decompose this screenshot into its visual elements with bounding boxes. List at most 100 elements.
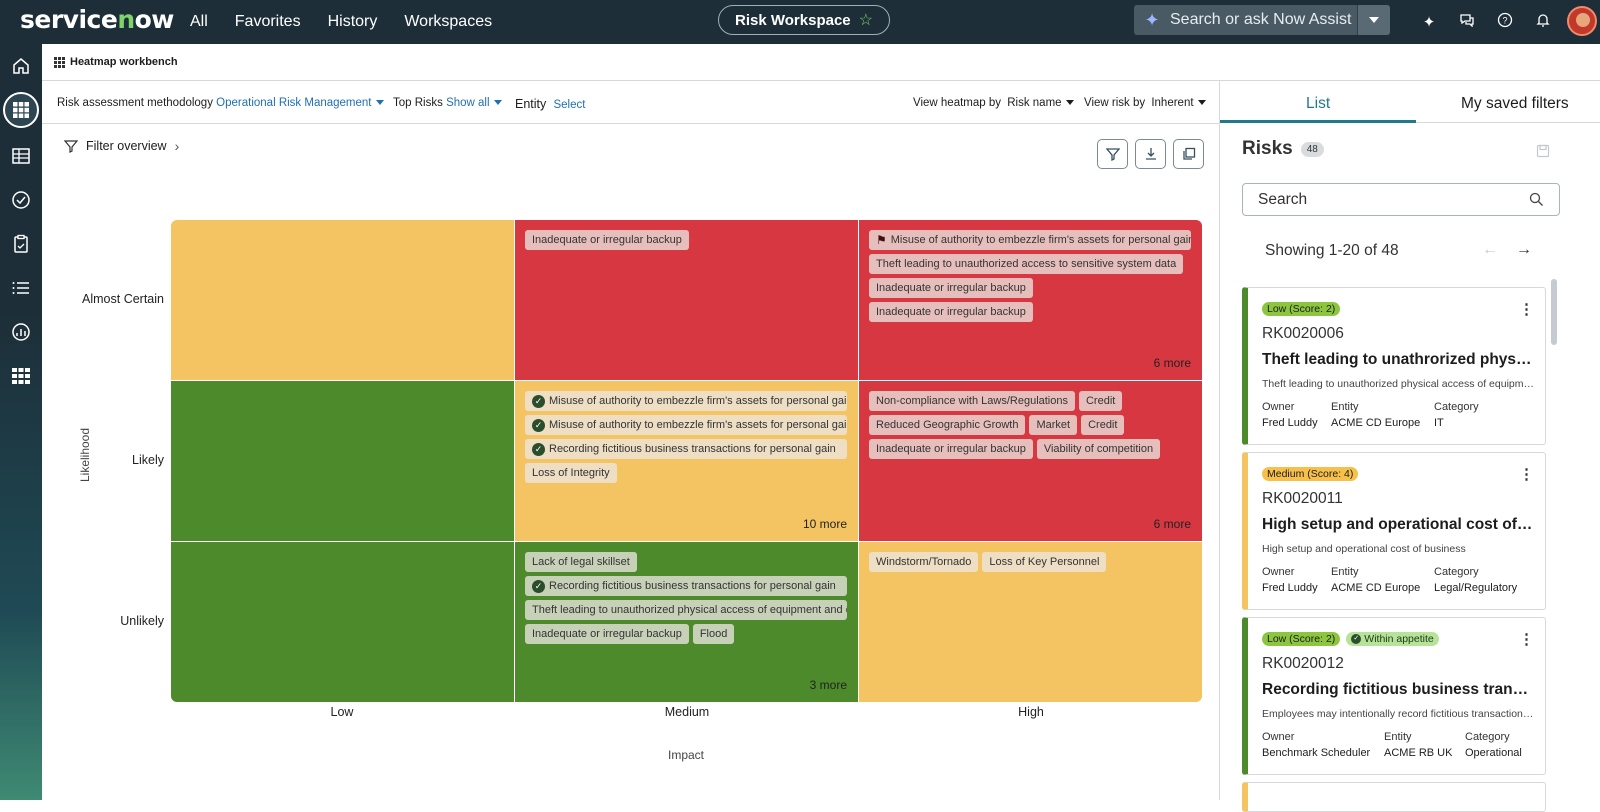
risk-tag[interactable]: ✓ Recording fictitious business transacti… bbox=[525, 576, 847, 596]
arrow-left-icon[interactable]: ← bbox=[1482, 241, 1498, 258]
kebab-menu-icon[interactable]: ⋮ bbox=[1519, 466, 1534, 483]
apps-grid-icon[interactable] bbox=[0, 358, 42, 394]
check-circle-icon[interactable] bbox=[0, 182, 42, 218]
risk-card[interactable]: Low (Score: 2) ✓ Within appetite ⋮ RK0020012… bbox=[1242, 617, 1546, 775]
heatmap-cell[interactable]: Non-compliance with Laws/Regulations Cred… bbox=[859, 381, 1202, 541]
workspace-pill[interactable]: Risk Workspace ☆ bbox=[718, 5, 890, 35]
top-risks-value[interactable]: Show all bbox=[446, 97, 490, 109]
filter-bar: Risk assessment methodology Operational … bbox=[42, 81, 1219, 124]
risk-tag[interactable]: Inadequate or irregular backup bbox=[869, 439, 1033, 459]
tab-my-saved-filters[interactable]: My saved filters bbox=[1461, 95, 1569, 112]
risk-description: High setup and operational cost of busin… bbox=[1262, 543, 1466, 555]
risk-tag[interactable]: ⚑ Misuse of authority to embezzle firm's … bbox=[869, 230, 1191, 250]
risk-tag[interactable]: Viability of competition bbox=[1036, 439, 1161, 459]
entity-value[interactable]: Select bbox=[553, 99, 586, 111]
heatmap-cell[interactable] bbox=[171, 542, 514, 702]
entity-filter[interactable]: Entity Select bbox=[515, 97, 585, 111]
risk-tag[interactable]: Windstorm/Tornado bbox=[869, 552, 979, 572]
view-risk-value[interactable]: Inherent bbox=[1151, 97, 1194, 109]
risk-tag[interactable]: Credit bbox=[1078, 391, 1123, 411]
heatmap-cell[interactable]: ⚑ Misuse of authority to embezzle firm's … bbox=[859, 220, 1202, 380]
risk-tag[interactable]: Reduced Geographic Growth bbox=[869, 415, 1026, 435]
risk-tag[interactable]: Flood bbox=[692, 624, 735, 644]
entity-label: Entity bbox=[1331, 401, 1359, 413]
now-assist-search[interactable]: ✦ Search or ask Now Assist bbox=[1134, 5, 1390, 35]
download-button[interactable] bbox=[1135, 139, 1166, 169]
risk-tag[interactable]: ✓ Misuse of authority to embezzle firm's … bbox=[525, 391, 847, 411]
table-icon[interactable] bbox=[0, 138, 42, 174]
help-icon[interactable]: ? bbox=[1486, 12, 1524, 32]
servicenow-logo[interactable]: servicenow bbox=[20, 5, 174, 34]
risk-tag[interactable]: Loss of Key Personnel bbox=[982, 552, 1107, 572]
kebab-menu-icon[interactable]: ⋮ bbox=[1519, 631, 1534, 648]
page-title[interactable]: Heatmap workbench bbox=[70, 56, 178, 68]
risks-search-input[interactable]: Search bbox=[1242, 183, 1560, 216]
owner-label: Owner bbox=[1262, 566, 1295, 578]
arrow-right-icon[interactable]: → bbox=[1516, 241, 1532, 258]
cell-tags: Windstorm/Tornado Loss of Key Personnel bbox=[869, 552, 1192, 572]
col-label-medium: Medium bbox=[664, 705, 710, 719]
now-assist-icon[interactable]: ✦ bbox=[1422, 14, 1436, 31]
risk-tag[interactable]: Non-compliance with Laws/Regulations bbox=[869, 391, 1075, 411]
risk-number[interactable]: RK0020011 bbox=[1262, 490, 1343, 507]
view-risk-filter[interactable]: View risk by Inherent bbox=[1084, 97, 1206, 109]
save-icon[interactable] bbox=[1536, 144, 1550, 161]
risk-number[interactable]: RK0020006 bbox=[1262, 325, 1344, 342]
search-placeholder: Search bbox=[1258, 190, 1308, 208]
heatmap-cell[interactable]: Inadequate or irregular backup bbox=[515, 220, 858, 380]
nav-all[interactable]: All bbox=[190, 13, 208, 30]
more-link[interactable]: 10 more bbox=[802, 517, 847, 531]
top-risks-filter[interactable]: Top Risks Show all bbox=[393, 97, 502, 109]
heatmap-cell[interactable] bbox=[171, 381, 514, 541]
risk-tag[interactable]: ✓ Recording fictitious business transacti… bbox=[525, 439, 847, 459]
heatmap-cell[interactable]: Windstorm/Tornado Loss of Key Personnel bbox=[859, 542, 1202, 702]
risk-tag[interactable]: Credit bbox=[1081, 415, 1125, 435]
methodology-value[interactable]: Operational Risk Management bbox=[216, 97, 372, 109]
more-link[interactable]: 6 more bbox=[1153, 517, 1191, 531]
copy-icon bbox=[1182, 147, 1195, 160]
check-icon: ✓ bbox=[532, 418, 545, 432]
view-heatmap-filter[interactable]: View heatmap by Risk name bbox=[913, 97, 1074, 109]
risk-tag[interactable]: Inadequate or irregular backup bbox=[525, 624, 689, 644]
view-heatmap-value[interactable]: Risk name bbox=[1007, 97, 1062, 109]
dashboard-gauge-icon[interactable] bbox=[0, 314, 42, 350]
assist-dropdown-button[interactable] bbox=[1357, 5, 1390, 35]
risk-tag[interactable]: Theft leading to unauthorized physical a… bbox=[525, 600, 847, 620]
heatmap-cell[interactable] bbox=[171, 220, 514, 380]
risk-tag[interactable]: Inadequate or irregular backup bbox=[869, 278, 1033, 298]
filter-button[interactable] bbox=[1097, 139, 1128, 169]
nav-favorites[interactable]: Favorites bbox=[234, 13, 301, 30]
nav-workspaces[interactable]: Workspaces bbox=[404, 13, 493, 30]
user-avatar[interactable] bbox=[1567, 6, 1597, 36]
risk-tag[interactable]: Lack of legal skillset bbox=[525, 552, 637, 572]
nav-history[interactable]: History bbox=[327, 13, 378, 30]
risk-tag[interactable]: Market bbox=[1029, 415, 1078, 435]
bell-icon[interactable] bbox=[1524, 12, 1562, 32]
filter-overview[interactable]: Filter overview › bbox=[64, 138, 179, 154]
home-icon[interactable] bbox=[0, 48, 42, 84]
risk-tag[interactable]: Theft leading to unauthorized access to … bbox=[869, 254, 1184, 274]
risk-tag[interactable]: Inadequate or irregular backup bbox=[869, 302, 1033, 322]
more-link[interactable]: 6 more bbox=[1153, 356, 1191, 370]
list-scrollbar[interactable] bbox=[1551, 279, 1557, 345]
risk-card[interactable]: Low (Score: 2) ⋮ RK0020006 Theft leading to… bbox=[1242, 287, 1546, 445]
risk-card[interactable]: Medium (Score: 4) ⋮ RK0020011 High setup an… bbox=[1242, 452, 1546, 610]
risk-tag[interactable]: Loss of Integrity bbox=[525, 463, 617, 483]
copy-button[interactable] bbox=[1173, 139, 1204, 169]
heatmap-cell[interactable]: Lack of legal skillset ✓ Recording fictiti… bbox=[515, 542, 858, 702]
kebab-menu-icon[interactable]: ⋮ bbox=[1519, 301, 1534, 318]
score-badge: Low (Score: 2) bbox=[1262, 632, 1341, 646]
more-link[interactable]: 3 more bbox=[809, 678, 847, 692]
risk-tag[interactable]: Inadequate or irregular backup bbox=[525, 230, 689, 250]
heatmap-cell[interactable]: ✓ Misuse of authority to embezzle firm's … bbox=[515, 381, 858, 541]
clipboard-icon[interactable] bbox=[0, 226, 42, 262]
tab-list[interactable]: List bbox=[1306, 95, 1331, 112]
risk-number[interactable]: RK0020012 bbox=[1262, 655, 1344, 672]
heatmap-grid-icon[interactable] bbox=[3, 92, 39, 128]
methodology-filter[interactable]: Risk assessment methodology Operational … bbox=[57, 97, 384, 109]
star-icon[interactable]: ☆ bbox=[858, 12, 873, 29]
list-icon[interactable] bbox=[0, 270, 42, 306]
chat-icon[interactable] bbox=[1448, 13, 1486, 31]
risk-card-partial[interactable] bbox=[1242, 782, 1546, 812]
risk-tag[interactable]: ✓ Misuse of authority to embezzle firm's … bbox=[525, 415, 847, 435]
